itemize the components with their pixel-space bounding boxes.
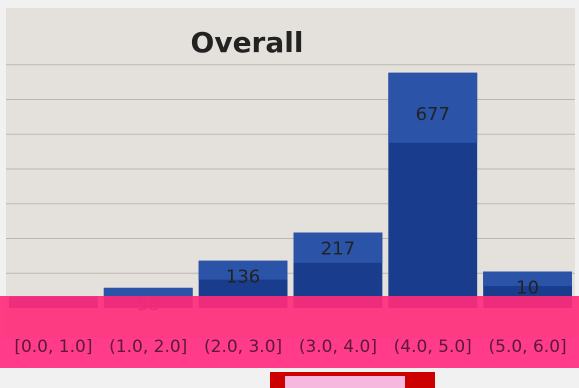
data-label-6: 10 — [516, 278, 539, 299]
bar-top-2 — [103, 287, 193, 296]
baseline-band — [0, 296, 579, 338]
x-tick-label-3: (2.0, 3.0] — [204, 337, 282, 357]
x-tick-label-5: (4.0, 5.0] — [394, 337, 472, 357]
bar-top-6 — [483, 271, 572, 287]
footer-glitch-inner — [285, 376, 405, 388]
x-tick-labels: [0.0, 1.0] (1.0, 2.0] (2.0, 3.0] (3.0, 4.0]… — [14, 337, 566, 357]
plot-background — [6, 8, 575, 338]
x-tick-label-4: (3.0, 4.0] — [299, 337, 377, 357]
bar-top-4 — [293, 232, 383, 263]
chart-title: Overall — [191, 26, 304, 59]
x-tick-label-6: (5.0, 6.0] — [489, 337, 567, 357]
bar-top-5 — [388, 72, 478, 143]
data-label-3: 136 — [226, 267, 260, 288]
gridlines — [6, 64, 575, 274]
data-label-5: 677 — [416, 104, 450, 125]
x-tick-label-1: [0.0, 1.0] — [14, 337, 92, 357]
label-band — [0, 338, 579, 368]
x-tick-label-2: (1.0, 2.0] — [109, 337, 187, 357]
bar-top-3 — [198, 260, 288, 280]
data-label-4: 217 — [321, 239, 355, 260]
